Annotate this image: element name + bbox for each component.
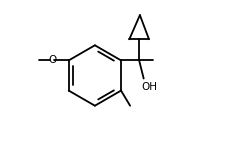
Text: OH: OH	[140, 82, 156, 92]
Text: O: O	[48, 55, 56, 65]
